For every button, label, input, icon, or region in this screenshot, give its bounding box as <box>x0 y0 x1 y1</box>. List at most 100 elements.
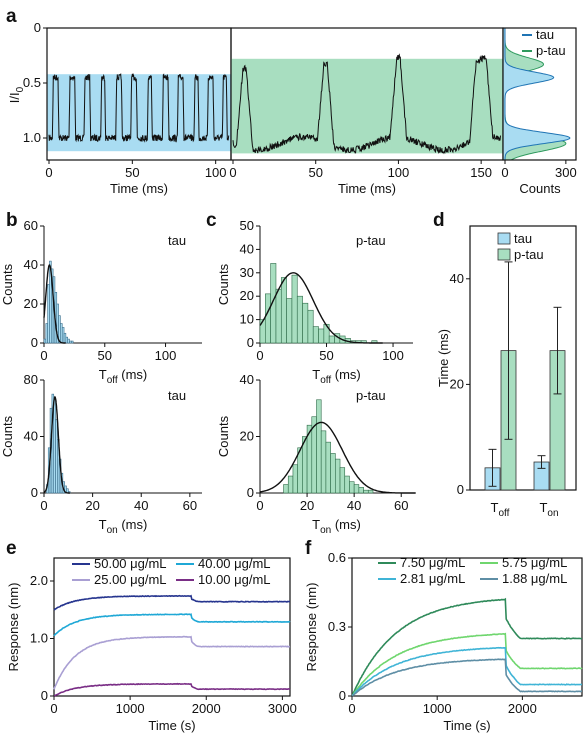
b-off-ytick-label: 0 <box>31 335 38 350</box>
c-on-bar <box>335 458 341 494</box>
c-on-xtick-label: 60 <box>394 498 408 513</box>
f-xlabel: Time (s) <box>443 718 490 733</box>
c-off-xtick-label: 100 <box>382 348 404 363</box>
f-curve <box>351 658 582 697</box>
c-on-xlabel-main: T <box>312 517 320 532</box>
b-on-xtick-label: 0 <box>40 498 47 513</box>
c-off-bar <box>302 302 309 344</box>
c-on-bar <box>339 467 346 494</box>
f-curve <box>351 646 583 697</box>
b-off-xlabel-unit: (ms) <box>118 367 148 382</box>
c-on-xlabel: Ton (ms) <box>312 517 361 536</box>
e-ytick-label: 2.0 <box>30 573 48 588</box>
c-off-xlabel-sub: off <box>320 375 331 386</box>
a-ylabel-sub: 0 <box>15 86 26 92</box>
e-curve <box>53 635 291 690</box>
e-xtick-label: 1000 <box>116 701 145 716</box>
c-off-bar <box>312 326 319 344</box>
e-frame <box>53 557 291 697</box>
f-curve <box>351 632 583 697</box>
panel-letter-a: a <box>6 6 17 27</box>
a-hist-xlabel: Counts <box>519 181 561 196</box>
e-legend-label: 10.00 μg/mL <box>198 572 271 587</box>
c-on-ylabel: Counts <box>216 415 231 457</box>
c-off-fit <box>259 272 383 344</box>
a-xtick-label: 150 <box>470 165 492 180</box>
c-on-bar <box>349 481 355 494</box>
a-ylabel-main: I/I <box>7 92 22 103</box>
b-on-xtick-label: 40 <box>134 498 148 513</box>
b-off-xlabel: Toff (ms) <box>99 367 148 386</box>
c-off-ytick-label: 40 <box>240 241 254 256</box>
d-category-label: Toff <box>491 500 510 519</box>
f-legend-label: 2.81 μg/mL <box>400 571 465 586</box>
c-off-xlabel-unit: (ms) <box>331 367 361 382</box>
d-category-main: T <box>539 500 547 515</box>
a-ylabel: I/I0 <box>7 86 26 103</box>
a-band-1 <box>231 58 503 154</box>
b-off-xlabel-sub: off <box>107 375 118 386</box>
d-ytick-label: 0 <box>457 482 464 497</box>
c-on-bar <box>320 430 327 494</box>
panel-letter-b: b <box>6 210 18 231</box>
e-xtick-label: 2000 <box>192 701 221 716</box>
c-on-ytick-label: 20 <box>240 429 254 444</box>
e-ytick-label: 0 <box>41 688 48 703</box>
a-xlabel: Time (ms) <box>338 181 396 196</box>
e-ytick-label: 1.0 <box>30 631 48 646</box>
e-legend-label: 40.00 μg/mL <box>198 556 271 571</box>
d-category-sub: on <box>547 508 558 519</box>
c-on-inline-label: p-tau <box>356 388 386 403</box>
b-on-fit <box>43 395 71 494</box>
e-legend-label: 25.00 μg/mL <box>94 572 167 587</box>
f-legend-label: 7.50 μg/mL <box>400 555 465 570</box>
a-legend-label: p-tau <box>536 43 566 58</box>
b-off-ylabel: Counts <box>0 263 15 305</box>
panel-letter-c: c <box>206 210 217 231</box>
b-on-xlabel-unit: (ms) <box>118 517 148 532</box>
a-hist-xtick-label: 0 <box>501 165 508 180</box>
a-legend-label: tau <box>536 27 554 42</box>
e-curve <box>53 613 291 637</box>
e-xlabel: Time (s) <box>148 718 195 733</box>
d-category-label: Ton <box>539 500 558 519</box>
b-on-ytick-label: 0 <box>31 485 38 500</box>
c-off-ylabel: Counts <box>216 263 231 305</box>
a-trace-0 <box>48 72 230 143</box>
c-off-ytick-label: 30 <box>240 265 254 280</box>
c-on-bar <box>367 489 374 494</box>
b-off-xlabel-main: T <box>99 367 107 382</box>
panel-letter-e: e <box>6 538 17 559</box>
c-off-bar <box>275 288 282 344</box>
c-off-bar <box>286 298 293 344</box>
b-off-xtick-label: 50 <box>98 348 112 363</box>
c-on-bar <box>363 489 369 494</box>
f-legend-label: 5.75 μg/mL <box>502 555 567 570</box>
c-on-xtick-label: 40 <box>347 498 361 513</box>
b-off-xtick-label: 100 <box>155 348 177 363</box>
c-off-xlabel: Toff (ms) <box>312 367 361 386</box>
f-ylabel: Response (nm) <box>304 583 319 672</box>
b-on-ylabel: Counts <box>0 415 15 457</box>
d-legend-swatch <box>497 248 511 261</box>
b-off-ytick-label: 40 <box>24 257 38 272</box>
c-off-ytick-label: 0 <box>247 335 254 350</box>
c-on-bar <box>325 441 331 494</box>
a-ytick-label: 0.5 <box>23 75 41 90</box>
c-off-bar <box>296 295 303 344</box>
c-on-bar <box>287 475 294 494</box>
panel-letter-d: d <box>433 210 445 231</box>
d-category-sub: off <box>499 508 510 519</box>
f-ytick-label: 0.3 <box>328 619 346 634</box>
c-off-xtick-label: 50 <box>319 348 333 363</box>
c-on-bar <box>353 484 360 494</box>
c-on-ytick-label: 0 <box>247 485 254 500</box>
f-legend-label: 1.88 μg/mL <box>502 571 567 586</box>
e-ylabel: Response (nm) <box>6 583 21 672</box>
b-off-ytick-label: 20 <box>24 296 38 311</box>
d-legend-label: tau <box>514 231 532 246</box>
e-curve <box>53 594 290 611</box>
b-on-xlabel-sub: on <box>107 525 118 536</box>
b-on-ytick-label: 40 <box>24 429 38 444</box>
